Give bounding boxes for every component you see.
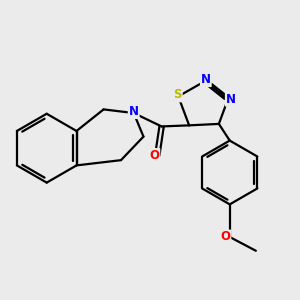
Text: O: O (220, 230, 230, 244)
Text: N: N (201, 73, 211, 86)
Text: N: N (129, 105, 139, 118)
Text: S: S (173, 88, 182, 101)
Text: N: N (226, 93, 236, 106)
Text: O: O (149, 149, 159, 162)
